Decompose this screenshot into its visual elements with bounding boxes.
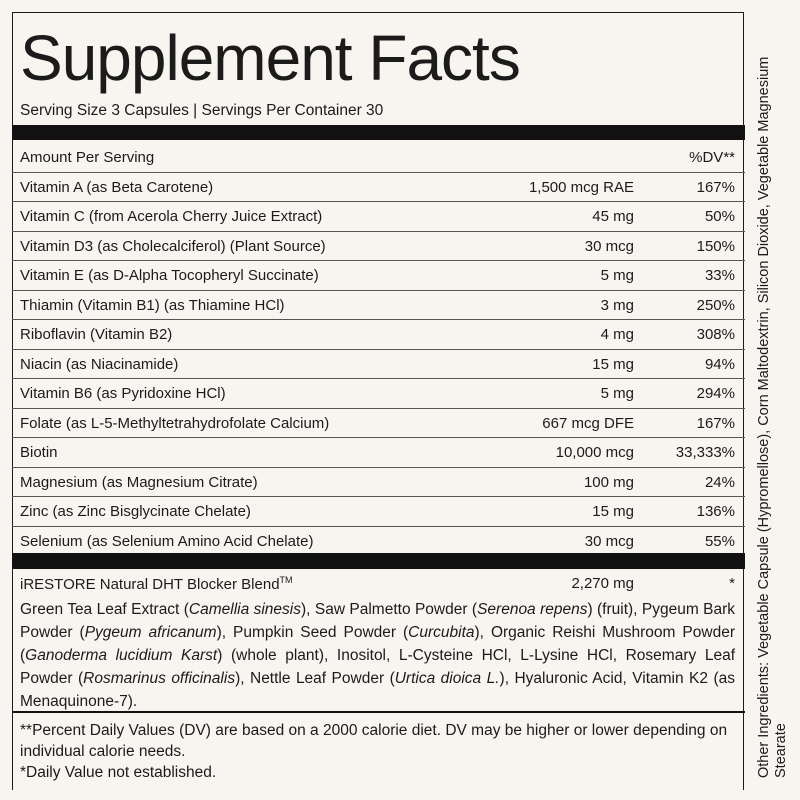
nutrient-dv: 294% — [696, 385, 735, 402]
nutrient-name: Magnesium (as Magnesium Citrate) — [20, 473, 258, 491]
nutrient-amount: 5 mg — [600, 267, 634, 284]
ingredient-text: Ganoderma lucidium Karst — [25, 647, 218, 664]
footnote: **Percent Daily Values (DV) are based on… — [20, 722, 728, 760]
ingredient-text: Camellia sinesis — [188, 601, 301, 618]
nutrient-name: Niacin (as Niacinamide) — [20, 355, 179, 373]
nutrient-row: Vitamin C (from Acerola Cherry Juice Ext… — [12, 202, 745, 232]
nutrient-row: Vitamin A (as Beta Carotene) 1,500 mcg RA… — [12, 173, 745, 202]
nutrient-dv: 50% — [704, 208, 735, 225]
nutrient-name: Vitamin B6 (as Pyridoxine HCl) — [20, 385, 226, 402]
thick-bar — [12, 553, 745, 569]
blend-dv: * — [729, 575, 735, 592]
nutrient-amount: 667 mcg DFE — [542, 414, 634, 432]
ingredient-text: ) (whole plant), Inositol, L-Cysteine HC… — [20, 647, 735, 687]
ingredient-text: Curcubita — [408, 624, 475, 641]
nutrient-amount: 5 mg — [600, 385, 634, 402]
nutrient-row: Magnesium (as Magnesium Citrate) 100 mg 24… — [12, 468, 745, 497]
nutrient-amount: 45 mg — [592, 208, 634, 225]
thick-bar — [12, 125, 745, 140]
nutrient-amount: 100 mg — [583, 473, 634, 491]
nutrient-amount: 30 mcg — [584, 532, 634, 550]
nutrient-name: Folate (as L-5-Methyltetrahydrofolate Ca… — [20, 414, 330, 432]
nutrient-row: Niacin (as Niacinamide) 15 mg 94% — [12, 350, 745, 379]
nutrient-row: Zinc (as Zinc Bisglycinate Chelate) 15 mg… — [12, 497, 745, 527]
label-frame — [12, 12, 744, 790]
nutrient-row: Selenium (as Selenium Amino Acid Chelate… — [12, 527, 745, 557]
ingredient-text: ), Pumpkin Seed Powder ( — [216, 624, 409, 641]
nutrient-name: Vitamin E (as D-Alpha Tocopheryl Succina… — [20, 267, 319, 284]
nutrient-dv: 250% — [696, 296, 735, 314]
column-header: %DV** — [689, 149, 735, 166]
nutrient-dv: 33,333% — [675, 444, 735, 461]
nutrient-dv: 24% — [704, 473, 735, 491]
nutrient-dv: 167% — [696, 178, 735, 196]
ingredient-text: ), Saw Palmetto Powder ( — [301, 601, 478, 618]
nutrient-name: Vitamin D3 (as Cholecalciferol) (Plant S… — [20, 237, 326, 255]
header-row: Amount Per Serving %DV** — [12, 143, 745, 173]
ingredient-text: Rosmarinus officinalis — [83, 670, 236, 687]
nutrient-amount: 30 mcg — [584, 237, 634, 255]
ingredient-text: Pygeum africanum — [84, 624, 217, 641]
nutrient-amount: 3 mg — [600, 296, 634, 314]
nutrient-row: Thiamin (Vitamin B1) (as Thiamine HCl) 3 … — [12, 291, 745, 320]
nutrient-amount: 10,000 mcg — [555, 444, 634, 461]
nutrient-amount: 15 mg — [592, 355, 634, 373]
blend-name: iRESTORE Natural DHT Blocker BlendTM — [20, 575, 735, 593]
ingredient-text: ) (fruit), Pygeum Bark Powder ( — [20, 601, 736, 641]
serving-info: Serving Size 3 Capsules | Servings Per C… — [20, 102, 384, 119]
blend-amount: 2,270 mg — [571, 575, 634, 592]
nutrient-dv: 308% — [696, 326, 735, 343]
blend-ingredients: Green Tea Leaf Extract (Camellia sinesis… — [20, 598, 735, 713]
column-header: Amount Per Serving — [20, 149, 155, 166]
title: Supplement Facts — [20, 22, 521, 94]
ingredient-text: Serenoa repens — [477, 601, 588, 618]
nutrient-dv: 150% — [696, 237, 735, 255]
nutrient-row: Vitamin B6 (as Pyridoxine HCl) 5 mg 294% — [12, 379, 745, 409]
nutrient-dv: 55% — [704, 532, 735, 550]
nutrient-row: Vitamin E (as D-Alpha Tocopheryl Succina… — [12, 261, 745, 291]
trademark: TM — [279, 575, 293, 585]
nutrient-name: Vitamin A (as Beta Carotene) — [20, 178, 214, 196]
nutrient-amount: 4 mg — [600, 326, 634, 343]
blend-title: iRESTORE Natural DHT Blocker Blend — [20, 576, 280, 593]
ingredient-text: ), Hyaluronic Acid, Vitamin K2 (as Menaq… — [20, 670, 735, 710]
footnotes: **Percent Daily Values (DV) are based on… — [20, 720, 740, 783]
nutrient-name: Riboflavin (Vitamin B2) — [20, 326, 173, 343]
ingredient-text: Urtica dioica L. — [394, 670, 500, 687]
nutrient-row: Vitamin D3 (as Cholecalciferol) (Plant S… — [12, 232, 745, 261]
nutrient-dv: 136% — [696, 503, 735, 520]
footnote: *Daily Value not established. — [20, 764, 217, 781]
nutrient-amount: 1,500 mcg RAE — [528, 178, 634, 196]
ingredient-text: Green Tea Leaf Extract ( — [20, 601, 189, 618]
nutrient-row: Folate (as L-5-Methyltetrahydrofolate Ca… — [12, 409, 745, 438]
nutrient-dv: 167% — [696, 414, 735, 432]
nutrient-name: Biotin — [20, 444, 58, 461]
ingredient-text: ), Organic Reishi Mushroom Powder ( — [20, 624, 735, 664]
nutrient-name: Zinc (as Zinc Bisglycinate Chelate) — [20, 503, 251, 520]
nutrient-amount: 15 mg — [592, 503, 634, 520]
nutrient-dv: 33% — [704, 267, 735, 284]
nutrient-dv: 94% — [704, 355, 735, 373]
nutrient-row: Riboflavin (Vitamin B2) 4 mg 308% — [12, 320, 745, 350]
nutrient-name: Thiamin (Vitamin B1) (as Thiamine HCl) — [20, 296, 285, 314]
nutrient-name: Vitamin C (from Acerola Cherry Juice Ext… — [20, 208, 323, 225]
ingredient-text: ), Nettle Leaf Powder ( — [235, 670, 395, 687]
divider — [12, 711, 745, 713]
other-ingredients: Other Ingredients: Vegetable Capsule (Hy… — [756, 56, 789, 778]
nutrient-name: Selenium (as Selenium Amino Acid Chelate… — [20, 532, 314, 550]
nutrient-row: Biotin 10,000 mcg 33,333% — [12, 438, 745, 468]
